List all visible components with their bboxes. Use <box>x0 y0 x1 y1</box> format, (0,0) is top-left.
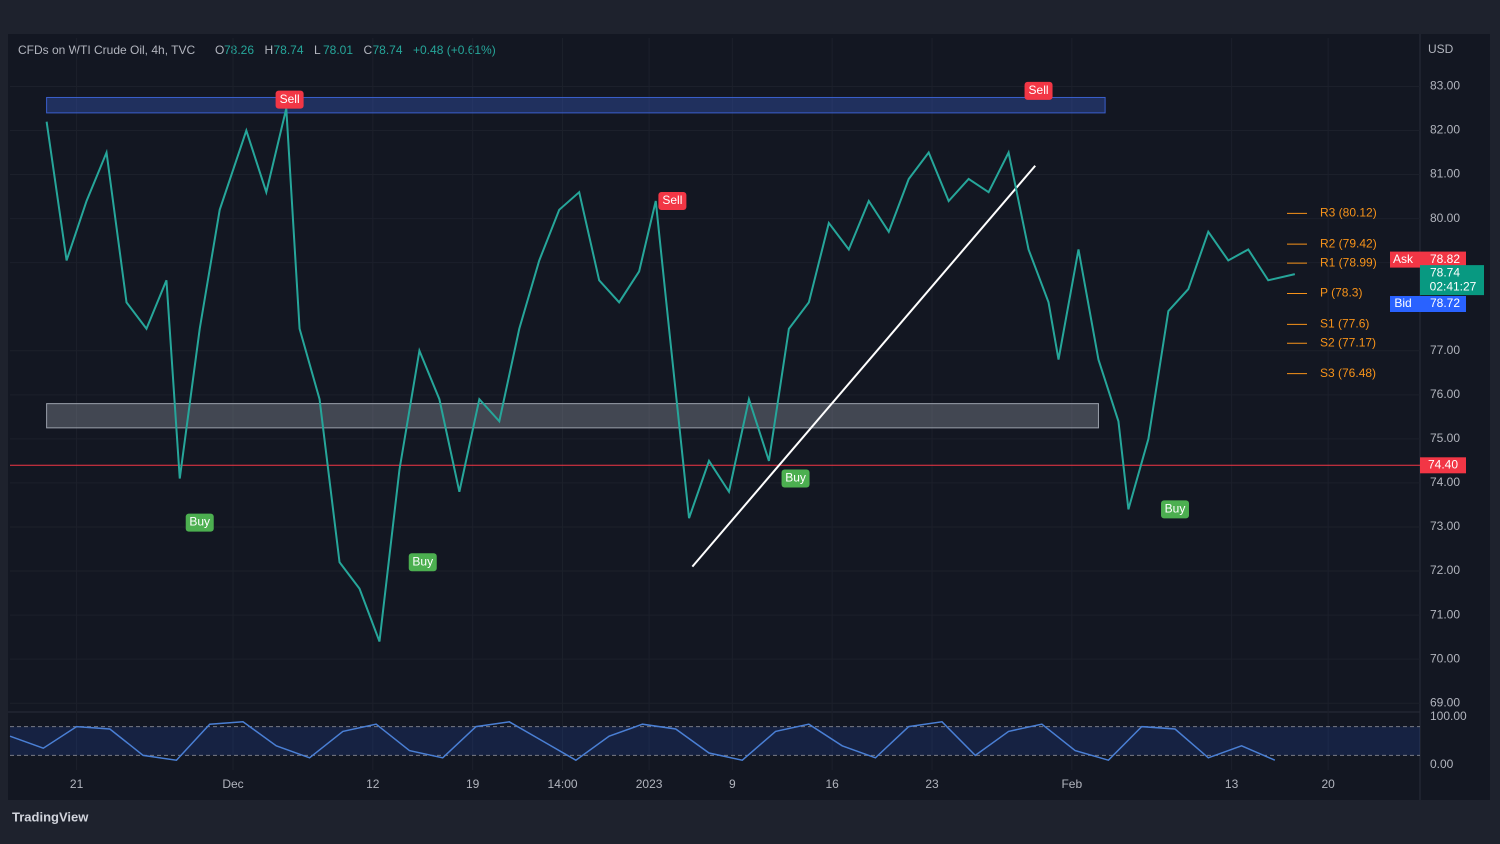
x-tick-label: 19 <box>466 777 480 791</box>
chart-panel <box>8 34 1490 800</box>
currency: USD <box>1428 42 1454 56</box>
y-tick-label: 81.00 <box>1430 167 1460 181</box>
y-tick-label: 72.00 <box>1430 563 1460 577</box>
chart-title: CFDs on WTI Crude Oil, 4h, TVC <box>18 43 195 57</box>
ask-name: Ask <box>1393 252 1414 266</box>
signal-label: Sell <box>280 92 300 106</box>
y-tick-label: 76.00 <box>1430 387 1460 401</box>
last-timer: 02:41:27 <box>1430 279 1477 293</box>
x-tick-label: 16 <box>825 777 839 791</box>
pivot-label: S1 (77.6) <box>1320 317 1369 331</box>
bid-name: Bid <box>1394 296 1411 310</box>
trendline <box>691 165 1036 568</box>
signal <box>1024 81 1053 100</box>
signal-label: Buy <box>189 515 210 529</box>
ohlc-value: 78.74 <box>274 43 304 57</box>
pivot-label: R3 (80.12) <box>1320 205 1377 219</box>
price-line-series <box>45 108 1296 642</box>
brand[interactable]: TradingView <box>12 809 89 824</box>
y-tick-label: 75.00 <box>1430 431 1460 445</box>
signal <box>781 469 810 488</box>
signal-label: Buy <box>1165 502 1186 516</box>
ohlc-value: 78.74 <box>373 43 403 57</box>
ohlc-name: H <box>265 43 274 57</box>
x-tick-label: 20 <box>1321 777 1335 791</box>
y-tick-label: 73.00 <box>1430 519 1460 533</box>
bid-box <box>1390 296 1466 313</box>
oscillator-tick-label: 100.00 <box>1430 709 1467 723</box>
ask-box <box>1390 251 1466 268</box>
signal-label: Sell <box>1029 83 1049 97</box>
x-tick-label: 9 <box>729 777 736 791</box>
ohlc-value: 78.26 <box>224 43 254 57</box>
price-line-label: 74.40 <box>1428 457 1458 471</box>
signal-label: Sell <box>662 193 682 207</box>
x-tick-label: 13 <box>1225 777 1239 791</box>
x-tick-label: 21 <box>70 777 84 791</box>
y-tick-label: 80.00 <box>1430 211 1460 225</box>
ask-value: 78.82 <box>1430 252 1460 266</box>
x-tick-label: Dec <box>222 777 243 791</box>
signal <box>1161 500 1190 519</box>
oscillator-line <box>9 720 1276 762</box>
signal <box>658 191 687 210</box>
x-tick-label: 23 <box>925 777 939 791</box>
signal-label: Buy <box>412 554 433 568</box>
zone <box>46 403 1099 429</box>
y-tick-label: 70.00 <box>1430 651 1460 665</box>
ohlc-name: C <box>364 43 373 57</box>
pivot-label: P (78.3) <box>1320 286 1362 300</box>
y-tick-label: 82.00 <box>1430 123 1460 137</box>
pivot-label: S2 (77.17) <box>1320 335 1376 349</box>
last-value: 78.74 <box>1430 265 1460 279</box>
x-tick-label: Feb <box>1061 777 1082 791</box>
signal <box>408 553 437 572</box>
x-tick-label: 12 <box>366 777 380 791</box>
ohlc-name: O <box>215 43 224 57</box>
ohlc-name: L <box>314 43 321 57</box>
x-tick-label: 14:00 <box>548 777 578 791</box>
pivot-label: S3 (76.48) <box>1320 366 1376 380</box>
ohlc-value: 78.01 <box>323 43 353 57</box>
oscillator-tick-label: 0.00 <box>1430 757 1454 771</box>
y-tick-label: 74.00 <box>1430 475 1460 489</box>
last-box <box>1420 265 1484 296</box>
y-tick-label: 83.00 <box>1430 79 1460 93</box>
y-tick-label: 71.00 <box>1430 607 1460 621</box>
y-tick-label: 69.00 <box>1430 695 1460 709</box>
bid-value: 78.72 <box>1430 296 1460 310</box>
y-tick-label: 77.00 <box>1430 343 1460 357</box>
change: +0.48 (+0.61%) <box>413 43 496 57</box>
x-tick-label: 2023 <box>636 777 663 791</box>
signal <box>275 90 304 109</box>
pivot-label: R2 (79.42) <box>1320 236 1377 250</box>
price-line-box <box>1420 457 1466 474</box>
signal <box>185 513 214 532</box>
zone <box>46 96 1106 114</box>
oscillator-band <box>10 726 1420 756</box>
signal-label: Buy <box>785 471 806 485</box>
pivot-label: R1 (78.99) <box>1320 255 1377 269</box>
